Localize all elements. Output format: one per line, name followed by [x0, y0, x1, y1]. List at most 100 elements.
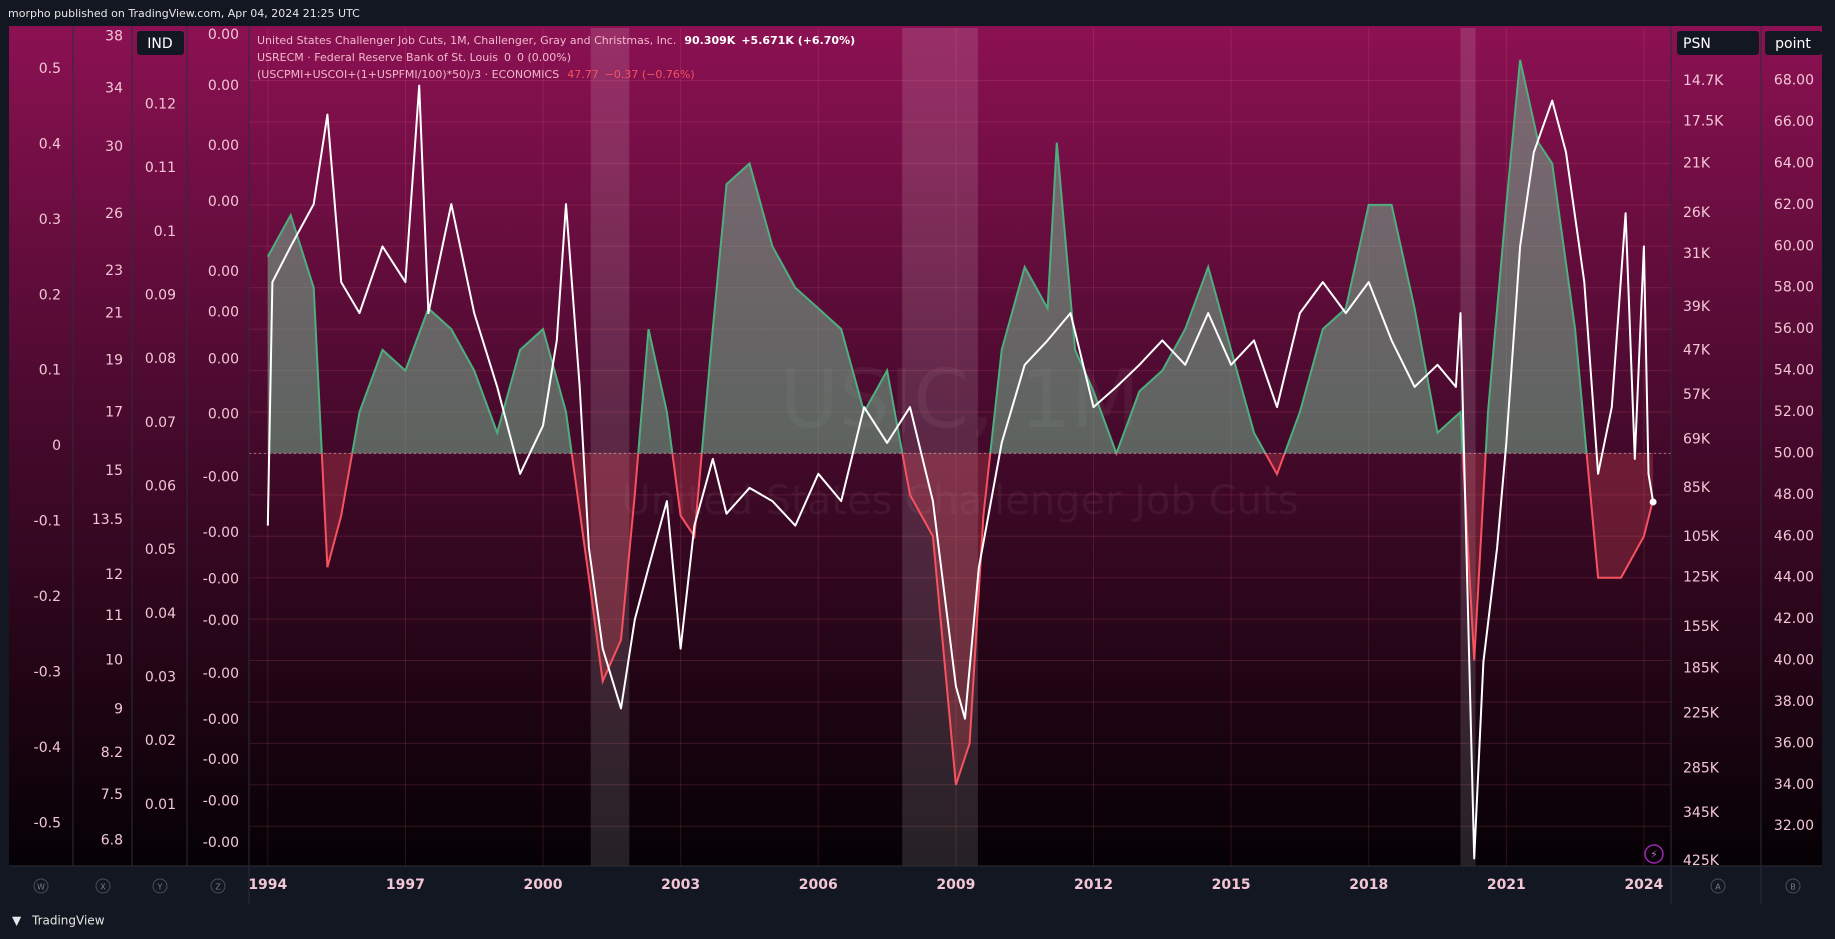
recession-band [590, 28, 630, 866]
axis-label: point [1775, 36, 1811, 52]
left-axis-tick-label: 17 [105, 404, 123, 420]
left-axis-tick-label: 13.5 [92, 512, 123, 528]
y-tick-label: 42.00 [1774, 611, 1814, 627]
legend-row: United States Challenger Job Cuts, 1M, C… [257, 34, 855, 47]
legend-name: (USCPMI+USCOI+(1+USPFMI/100)*50)/3 · ECO… [257, 68, 559, 81]
y2-tick-label: 17.5K [1683, 113, 1724, 129]
left-axis-tick-label: 0.01 [145, 797, 176, 813]
y2-tick-label: 155K [1683, 619, 1720, 635]
series-line [266, 84, 1655, 860]
axis-badge[interactable] [1765, 31, 1822, 55]
y-tick-label: 60.00 [1774, 238, 1814, 254]
y2-tick-label: 345K [1683, 805, 1720, 821]
left-axis-tick-label: 0.11 [145, 160, 176, 176]
left-axis-tick-label: 0.00 [208, 305, 239, 321]
y2-tick-label: 285K [1683, 760, 1720, 776]
left-axis-tick-label: -0.5 [34, 816, 61, 832]
y-tick-label: 66.00 [1774, 114, 1814, 130]
legend-change: −0.37 (−0.76%) [605, 68, 695, 81]
y-tick-label: 68.00 [1774, 73, 1814, 89]
watermark-description: United States Challenger Job Cuts [622, 478, 1299, 524]
left-axis-tick-label: -0.00 [203, 666, 239, 682]
left-axis-tick-label: 0.07 [145, 415, 176, 431]
left-axis-tick-label: -0.1 [34, 514, 61, 530]
y-tick-label: 34.00 [1774, 777, 1814, 793]
x-tick-label: 2006 [799, 877, 838, 893]
left-axis-tick-label: 0.00 [208, 194, 239, 210]
y-tick-label: 44.00 [1774, 570, 1814, 586]
scale-button[interactable] [210, 878, 226, 894]
left-axis-tick-label: 9 [114, 702, 123, 718]
y-tick-label: 54.00 [1774, 363, 1814, 379]
x-tick-label: 1997 [386, 877, 425, 893]
left-axis-tick-label: 0.00 [208, 27, 239, 43]
x-tick-label: 2009 [936, 877, 975, 893]
left-axis-tick-label: 0.1 [39, 363, 61, 379]
y-tick-label: 32.00 [1774, 818, 1814, 834]
left-axis-tick-label: 30 [105, 139, 123, 155]
scale-button[interactable] [33, 878, 49, 894]
left-axis-tick-label: -0.00 [203, 793, 239, 809]
x-tick-label: 2021 [1487, 877, 1526, 893]
y2-tick-label: 26K [1683, 205, 1711, 221]
left-axis-tick-label: -0.00 [203, 525, 239, 541]
alert-icon[interactable] [1644, 844, 1664, 864]
axis-badge[interactable] [1677, 31, 1759, 55]
y2-tick-label: 47K [1683, 342, 1711, 358]
scale-button[interactable] [95, 878, 111, 894]
y-tick-label: 56.00 [1774, 321, 1814, 337]
footer-logo[interactable]: ▼ [12, 914, 22, 928]
y2-tick-label: 105K [1683, 529, 1720, 545]
left-axis-tick-label: -0.2 [34, 589, 61, 605]
left-axis-tick-label: 26 [105, 206, 123, 222]
publish-info: morpho published on TradingView.com, Apr… [8, 7, 360, 20]
scale-button-label: W [37, 883, 45, 892]
left-axis-tick-label: 12 [105, 567, 123, 583]
left-axis-tick-label: -0.00 [203, 712, 239, 728]
left-axis-tick-label: -0.00 [203, 470, 239, 486]
axis-badge[interactable] [137, 31, 184, 55]
y2-tick-label: 31K [1683, 246, 1711, 262]
left-axis-tick-label: 7.5 [101, 787, 123, 803]
left-axis-tick-label: -0.00 [203, 613, 239, 629]
left-axis-tick-label: 38 [105, 29, 123, 45]
x-tick-label: 2012 [1074, 877, 1113, 893]
left-axis-tick-label: -0.00 [203, 572, 239, 588]
y2-tick-label: 21K [1683, 156, 1711, 172]
left-axis-tick-label: 0.04 [145, 606, 176, 622]
y2-tick-label: 185K [1683, 660, 1720, 676]
scale-button-label: Y [157, 883, 163, 892]
left-axis-tick-label: 0.5 [39, 61, 61, 77]
left-axis-tick-label: 8.2 [101, 745, 123, 761]
y-tick-label: 38.00 [1774, 694, 1814, 710]
left-axis-tick-label: 23 [105, 263, 123, 279]
left-axis-tick-label: -0.00 [203, 752, 239, 768]
y2-tick-label: 225K [1683, 706, 1720, 722]
legend-name: United States Challenger Job Cuts, 1M, C… [257, 34, 676, 47]
left-axis-tick-label: -0.4 [34, 740, 61, 756]
scale-button-label: B [1790, 883, 1796, 892]
scale-button[interactable] [1710, 878, 1726, 894]
left-axis-tick-label: 0.3 [39, 212, 61, 228]
scale-button[interactable] [152, 878, 168, 894]
left-axis-tick-label: 0.00 [208, 78, 239, 94]
legend-change: 0 (0.00%) [517, 51, 571, 64]
left-axis-tick-label: -0.00 [203, 835, 239, 851]
scale-button[interactable] [1785, 878, 1801, 894]
y2-tick-label: 425K [1683, 853, 1720, 869]
left-axis-tick-label: 0.08 [145, 351, 176, 367]
y-tick-label: 62.00 [1774, 197, 1814, 213]
left-axis-tick-label: 15 [105, 463, 123, 479]
y-tick-label: 50.00 [1774, 445, 1814, 461]
y2-tick-label: 39K [1683, 299, 1711, 315]
scale-button-label: Z [215, 883, 221, 892]
y2-tick-label: 69K [1683, 432, 1711, 448]
footer-brand[interactable]: TradingView [31, 914, 105, 928]
y2-tick-label: 14.7K [1683, 73, 1724, 89]
left-axis-tick-label: 0.00 [208, 264, 239, 280]
footer-bar [0, 904, 1835, 939]
alert-icon-glyph: ⚡ [1650, 848, 1658, 861]
x-tick-label: 2003 [661, 877, 700, 893]
y2-tick-label: 57K [1683, 387, 1711, 403]
y-tick-label: 52.00 [1774, 404, 1814, 420]
